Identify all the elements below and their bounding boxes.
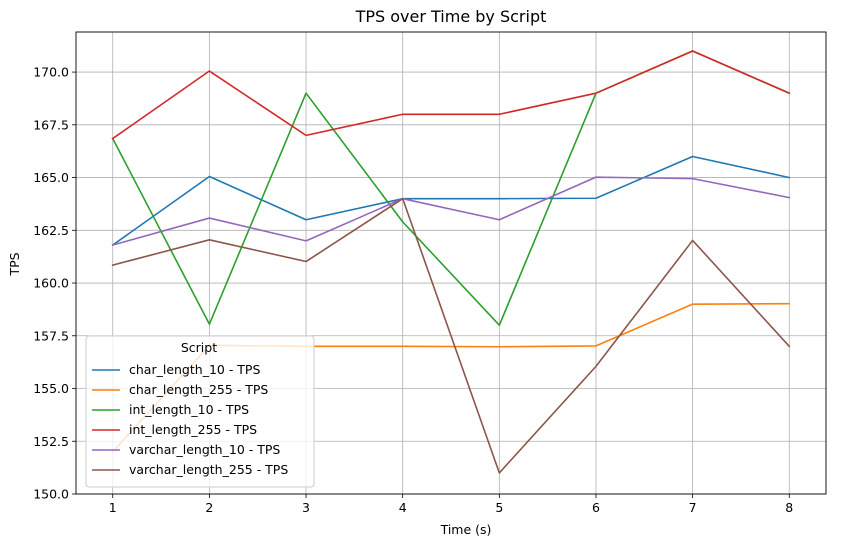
legend-label: varchar_length_10 - TPS [129, 442, 280, 457]
series-line-int-length-255-tps [111, 50, 791, 140]
series-line-char-length-10-tps [111, 155, 791, 247]
x-tick-label: 2 [205, 500, 213, 515]
x-tick-label: 3 [302, 500, 310, 515]
series-line-int-length-10-tps [111, 50, 791, 327]
legend-label: int_length_255 - TPS [129, 422, 257, 437]
legend-label: char_length_10 - TPS [129, 362, 260, 377]
x-axis-label: Time (s) [440, 522, 492, 537]
y-tick-label: 170.0 [33, 65, 69, 80]
y-tick-label: 165.0 [33, 170, 69, 185]
y-tick-label: 157.5 [33, 328, 69, 343]
x-tick-label: 8 [785, 500, 793, 515]
legend-box [85, 335, 315, 488]
x-tick-label: 4 [399, 500, 407, 515]
x-tick-label: 5 [495, 500, 503, 515]
y-tick-label: 150.0 [33, 487, 69, 502]
x-tick-label: 1 [109, 500, 117, 515]
legend-title: Script [181, 340, 217, 355]
y-tick-label: 155.0 [33, 381, 69, 396]
chart-title: TPS over Time by Script [355, 7, 547, 26]
plot-frame [75, 31, 827, 495]
x-axis-ticks: 1 2 3 4 5 6 7 8 [109, 494, 793, 515]
legend-label: char_length_255 - TPS [129, 382, 268, 397]
y-tick-label: 167.5 [33, 117, 69, 132]
legend: Script char_length_10 - TPS char_length_25… [85, 335, 315, 488]
y-axis-label: TPS [7, 252, 22, 276]
y-tick-label: 152.5 [33, 434, 69, 449]
x-tick-label: 6 [592, 500, 600, 515]
x-tick-label: 7 [689, 500, 697, 515]
y-axis-ticks: 150.0 152.5 155.0 157.5 160.0 162.5 165.0 167.5… [33, 65, 76, 502]
series-line-varchar-length-255-tps [111, 197, 791, 474]
legend-label: varchar_length_255 - TPS [129, 462, 288, 477]
series-line-varchar-length-10-tps [111, 176, 791, 247]
y-tick-label: 162.5 [33, 223, 69, 238]
y-tick-label: 160.0 [33, 276, 69, 291]
legend-label: int_length_10 - TPS [129, 402, 249, 417]
